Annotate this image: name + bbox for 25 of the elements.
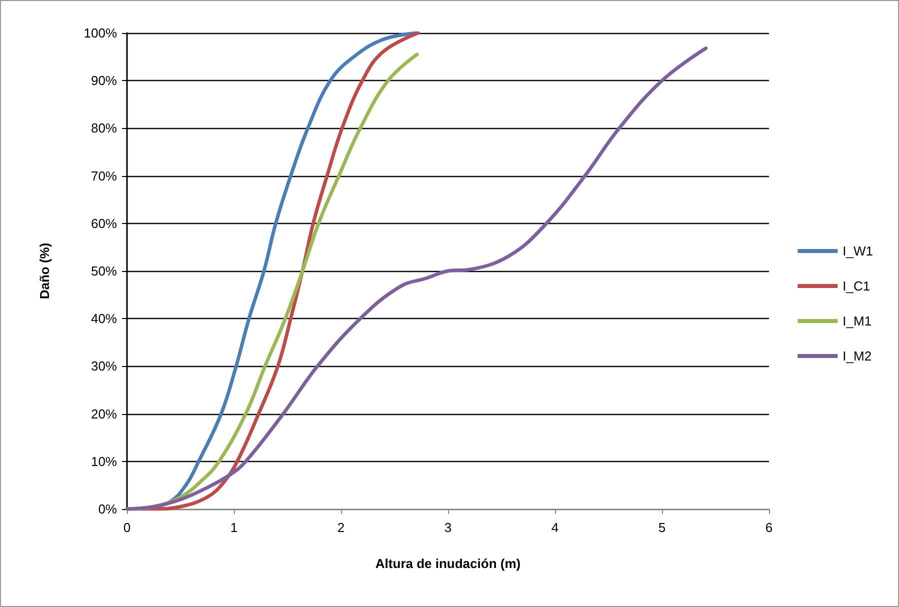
- y-tick-label: 90%: [90, 73, 118, 88]
- y-tick-label: 50%: [90, 264, 118, 278]
- line-series: [125, 46, 708, 511]
- y-tick-label: 10%: [90, 454, 118, 469]
- x-tick-label: 5: [658, 520, 666, 535]
- x-tick-label: 1: [230, 520, 238, 535]
- x-tick-label: 6: [765, 520, 773, 535]
- legend-label: I_W1: [842, 244, 873, 258]
- x-tick-label: 4: [551, 520, 559, 535]
- y-tick-label: 20%: [90, 406, 118, 422]
- y-axis-title: Daño (%): [37, 242, 52, 300]
- x-axis-title: Altura de inudación (m): [375, 556, 521, 571]
- y-tick-label: 0%: [98, 502, 118, 516]
- legend-label: I_M2: [842, 348, 872, 364]
- legend-label: I_M1: [842, 314, 872, 328]
- x-tick-label: 2: [337, 520, 345, 535]
- y-tick-label: 60%: [90, 216, 118, 231]
- y-tick-label: 40%: [90, 311, 118, 326]
- x-tick-label: 0: [123, 520, 131, 535]
- x-tick-label: 3: [444, 520, 452, 535]
- legend-label: I_C1: [842, 278, 870, 294]
- y-tick-label: 70%: [90, 168, 118, 184]
- y-tick-label: 100%: [84, 26, 118, 40]
- y-tick-label: 30%: [90, 358, 118, 374]
- y-tick-label: 80%: [90, 120, 118, 136]
